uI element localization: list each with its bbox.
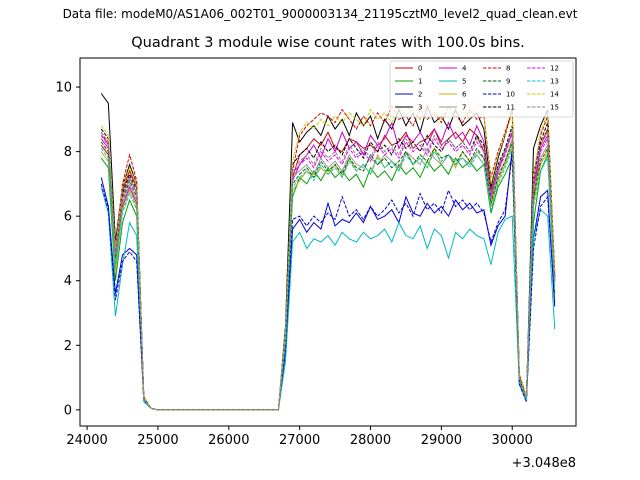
legend-label-8: 8 [506,65,510,73]
axes-frame [79,57,577,427]
y-tick-label: 4 [64,274,72,289]
y-tick-label: 0 [64,403,72,418]
x-tick-label: 28000 [350,433,391,448]
legend-label-10: 10 [506,91,515,99]
x-tick-label: 27000 [279,433,320,448]
legend-label-5: 5 [462,78,466,86]
legend-label-11: 11 [506,104,515,112]
series-line-7 [100,135,556,411]
x-offset-label: +3.048e8 [512,456,576,471]
legend-label-0: 0 [418,65,422,73]
legend-label-15: 15 [550,104,559,112]
chart-title: Quadrant 3 module wise count rates with … [131,35,525,51]
series-line-15 [100,128,556,411]
series-line-2 [100,148,556,411]
x-axis: 24000 25000 26000 27000 28000 29000 30000 [66,426,533,448]
legend-label-2: 2 [418,91,422,99]
x-tick-label: 26000 [208,433,249,448]
legend-label-14: 14 [550,91,559,99]
legend-label-4: 4 [462,65,467,73]
series-line-5 [100,186,556,411]
legend-label-6: 6 [462,91,467,99]
legend-label-13: 13 [550,78,559,86]
legend-label-3: 3 [418,104,422,112]
x-tick-label: 30000 [492,433,533,448]
y-tick-label: 10 [55,81,72,96]
series-layer [100,93,556,411]
y-tick-label: 2 [64,339,72,354]
series-line-10 [100,154,556,411]
x-tick-label: 25000 [137,433,178,448]
y-tick-label: 8 [64,145,72,160]
legend-box [389,60,574,118]
series-line-1 [100,154,556,411]
x-tick-label: 24000 [66,433,107,448]
legend-label-1: 1 [418,78,422,86]
y-tick-label: 6 [64,210,72,225]
legend-label-9: 9 [506,78,510,86]
figure-suptitle: Data file: modeM0/AS1A06_002T01_90000031… [62,7,578,21]
series-line-13 [100,148,556,411]
legend-label-7: 7 [462,104,466,112]
y-axis: 0 2 4 6 8 10 [55,81,80,418]
x-tick-label: 29000 [421,433,462,448]
legend-label-12: 12 [550,65,559,73]
